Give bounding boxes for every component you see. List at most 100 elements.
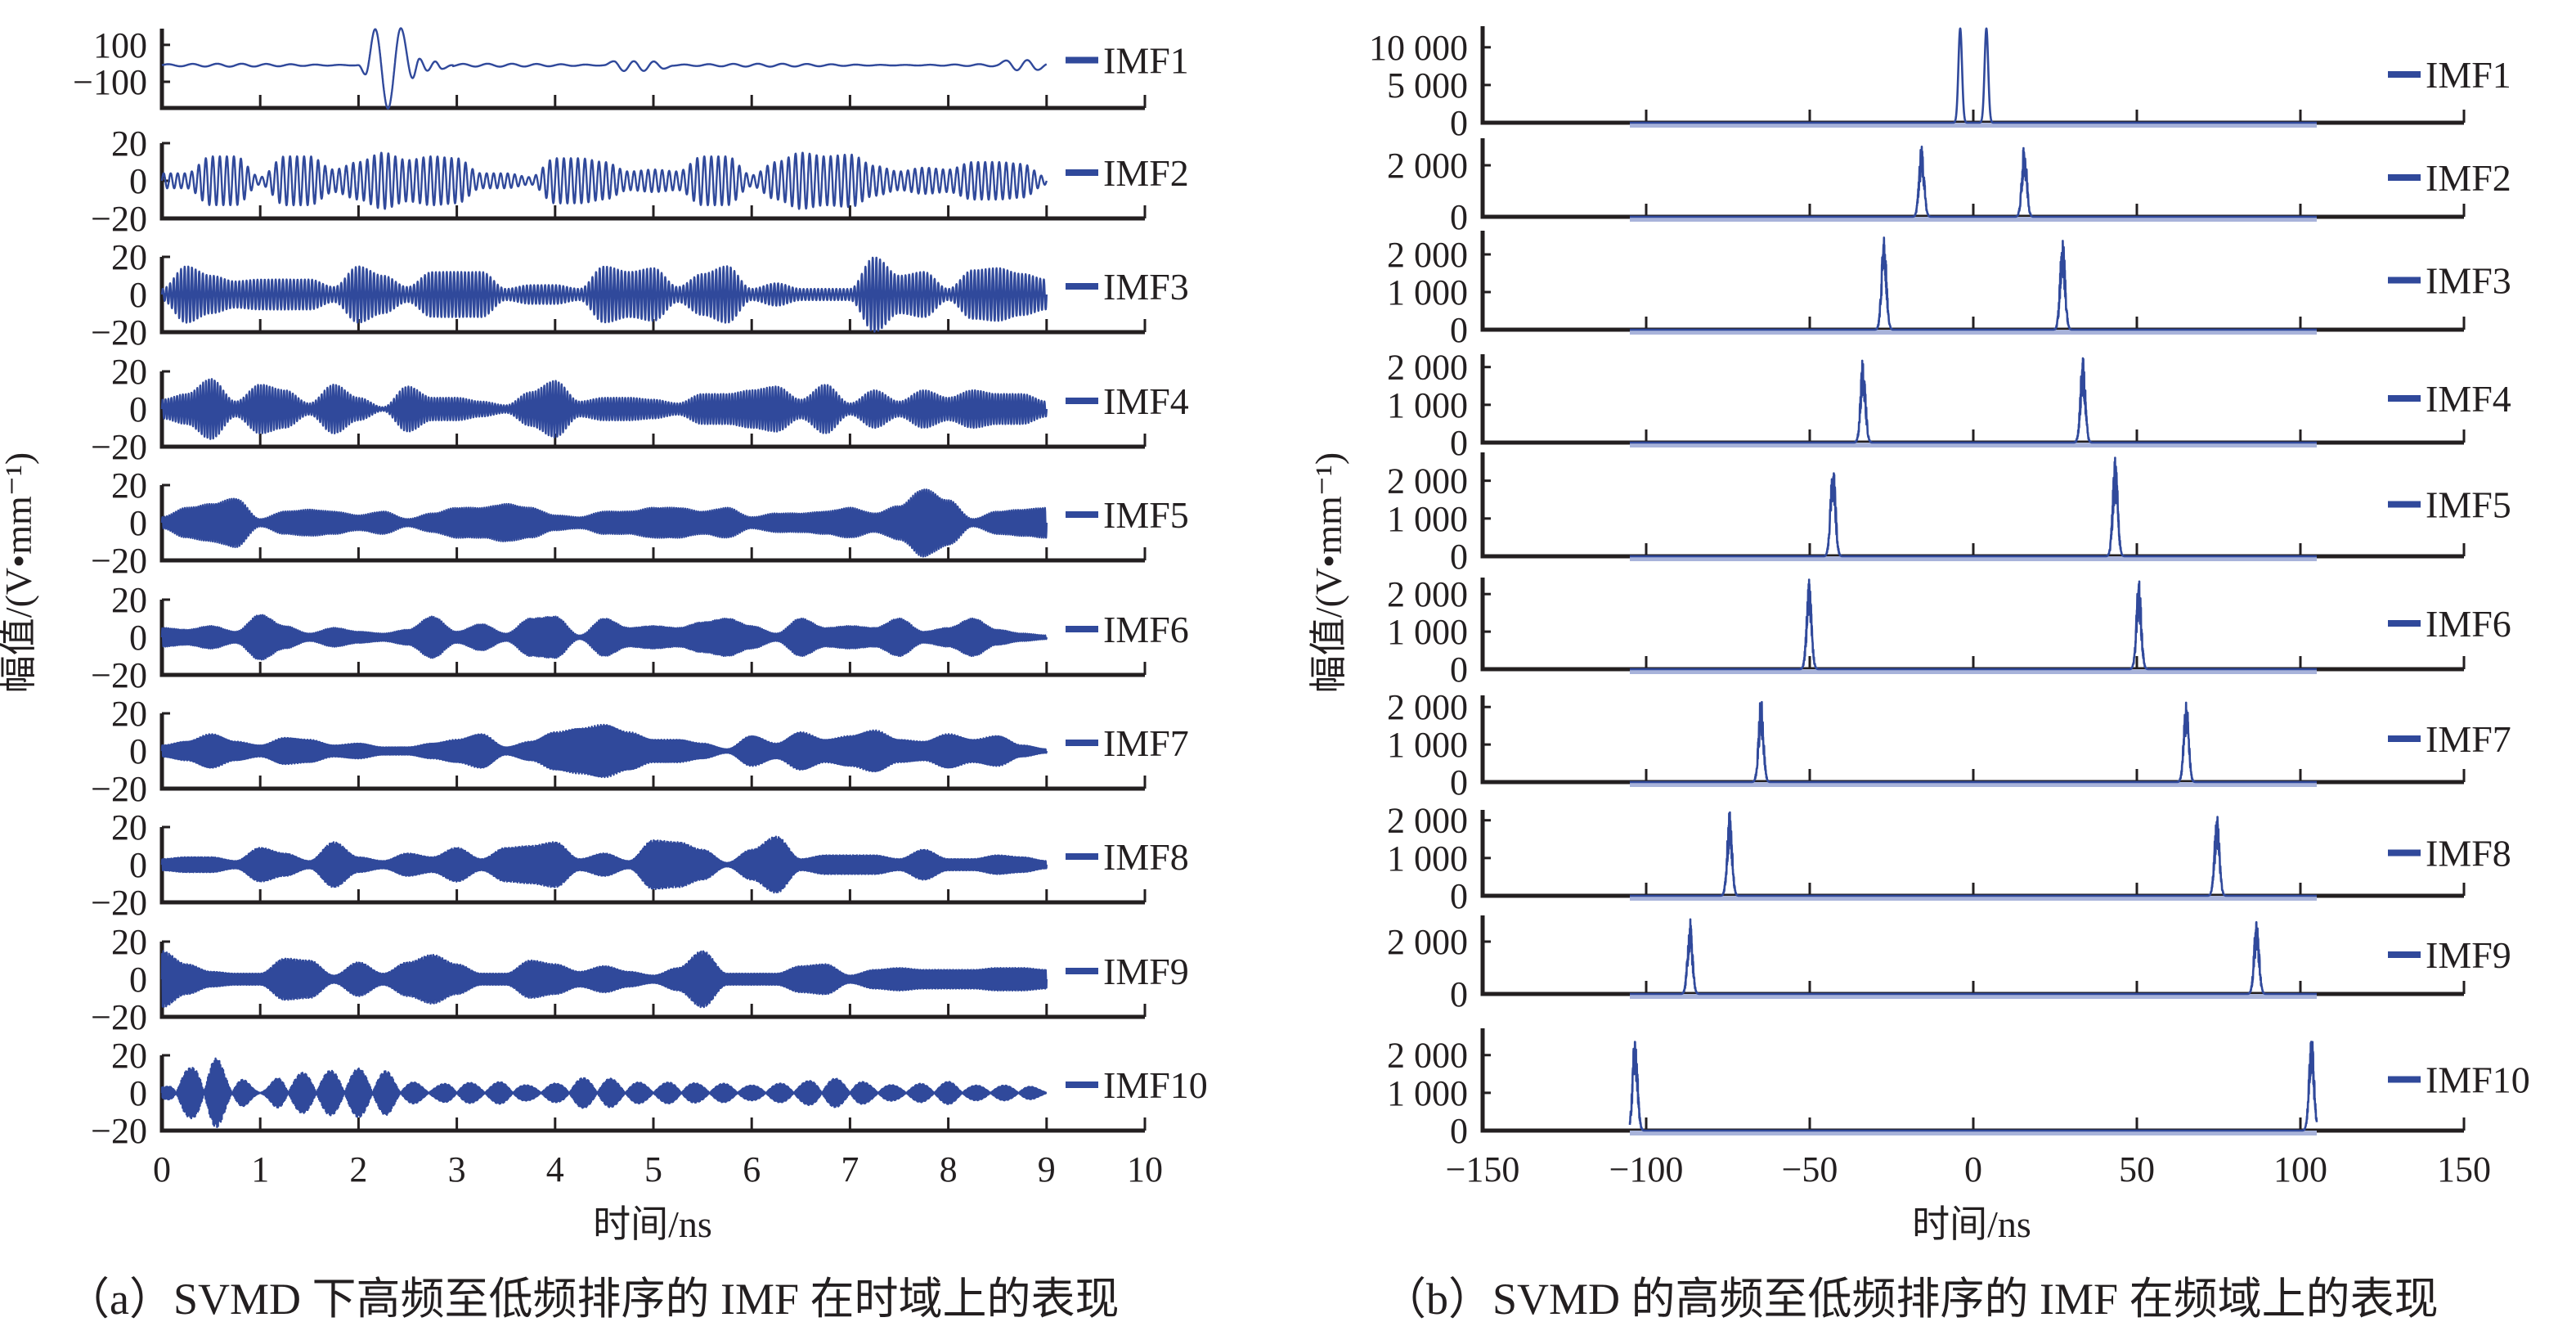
caption-b: （b）SVMD 的高频至低频排序的 IMF 在频域上的表现 xyxy=(1382,1275,2439,1324)
legend-label: IMF7 xyxy=(2426,718,2511,760)
series-line-imf2 xyxy=(160,151,1048,210)
y-tick-label: 5 000 xyxy=(1387,65,1468,106)
x-tick-label: 100 xyxy=(2273,1149,2327,1189)
y-tick-label: 0 xyxy=(1450,423,1468,463)
series-line-imf7 xyxy=(160,723,1048,779)
subplot-imf10: 200−20 IMF10 xyxy=(91,1036,1208,1151)
y-tick-label: 0 xyxy=(1450,876,1468,916)
y-tick-label: 20 xyxy=(111,694,147,734)
y-tick-label: 2 000 xyxy=(1387,348,1468,388)
y-tick-label: 20 xyxy=(111,124,147,164)
y-tick-label: 1 000 xyxy=(1387,272,1468,313)
legend-label: IMF9 xyxy=(2426,934,2511,976)
y-tick-label: 0 xyxy=(129,731,147,771)
series-line-imf10 xyxy=(160,1057,1048,1128)
subplot-imf9: 0 2 000 IMF9 xyxy=(1387,915,2511,1014)
y-tick-label: 2 000 xyxy=(1387,922,1468,962)
axis-frame xyxy=(1480,231,2464,332)
series-line-imf4 xyxy=(1628,357,2318,444)
legend-label: IMF1 xyxy=(2426,54,2511,96)
x-tick-label: 4 xyxy=(546,1149,564,1189)
series-line-imf1 xyxy=(161,27,1048,110)
y-tick-label: 20 xyxy=(111,237,147,277)
x-tick-label: 8 xyxy=(940,1149,958,1189)
y-tick-label: 2 000 xyxy=(1387,1036,1468,1076)
y-tick-label: −20 xyxy=(91,655,147,695)
x-tick-label: −100 xyxy=(1609,1149,1684,1189)
y-tick-label: 20 xyxy=(111,580,147,620)
y-tick-label: 0 xyxy=(1450,197,1468,237)
legend-label: IMF2 xyxy=(2426,157,2511,199)
y-tick-label: 1 000 xyxy=(1387,839,1468,879)
y-tick-label: 0 xyxy=(129,960,147,1000)
series-line-imf5 xyxy=(1628,456,2318,558)
y-tick-label: 0 xyxy=(1450,650,1468,690)
series-line-imf4 xyxy=(160,378,1048,440)
y-tick-label: 1 000 xyxy=(1387,385,1468,425)
legend-label: IMF6 xyxy=(1103,609,1189,650)
caption-a: （a）SVMD 下高频至低频排序的 IMF 在时域上的表现 xyxy=(65,1275,1120,1324)
legend-label: IMF7 xyxy=(1103,722,1189,764)
y-tick-label: 20 xyxy=(111,352,147,392)
x-tick-label: 2 xyxy=(349,1149,367,1189)
legend-label: IMF8 xyxy=(1103,836,1189,878)
y-tick-label: 20 xyxy=(111,807,147,848)
y-tick-label: −100 xyxy=(73,62,147,102)
y-tick-label: −20 xyxy=(91,997,147,1037)
y-tick-label: 0 xyxy=(129,618,147,658)
time-domain-ylabel: 幅值/(V•mm⁻¹) xyxy=(0,452,39,693)
subplot-imf7: 200−20 IMF7 xyxy=(91,694,1189,809)
y-tick-label: 0 xyxy=(129,275,147,315)
y-tick-label: −20 xyxy=(91,769,147,809)
subplot-imf4: 200−20 IMF4 xyxy=(91,352,1189,467)
y-tick-label: 0 xyxy=(1450,762,1468,803)
legend-label: IMF8 xyxy=(2426,833,2511,875)
x-tick-label: 150 xyxy=(2437,1149,2491,1189)
y-tick-label: 0 xyxy=(1450,537,1468,577)
axis-frame xyxy=(1480,578,2464,672)
series-line-imf5 xyxy=(160,488,1048,558)
y-tick-label: 0 xyxy=(1450,1111,1468,1151)
x-tick-label: −50 xyxy=(1782,1149,1838,1189)
y-tick-label: 2 000 xyxy=(1387,146,1468,186)
legend-label: IMF9 xyxy=(1103,951,1189,992)
y-tick-label: 0 xyxy=(129,1073,147,1113)
y-tick-label: −20 xyxy=(91,199,147,239)
y-tick-label: 2 000 xyxy=(1387,687,1468,727)
axis-frame xyxy=(1480,452,2464,559)
legend-label: IMF5 xyxy=(2426,484,2511,526)
y-tick-label: −20 xyxy=(91,427,147,467)
series-line-imf9 xyxy=(1628,918,2318,996)
series-line-imf6 xyxy=(1628,578,2318,671)
legend-label: IMF3 xyxy=(2426,260,2511,302)
legend-label: IMF10 xyxy=(1103,1064,1208,1106)
subplot-imf3: 200−20 IMF3 xyxy=(91,237,1189,353)
y-tick-label: 2 000 xyxy=(1387,235,1468,275)
subplot-imf1: 100−100 IMF1 xyxy=(73,25,1189,110)
y-tick-label: −20 xyxy=(91,313,147,353)
axis-frame xyxy=(1480,26,2464,125)
x-tick-label: 9 xyxy=(1038,1149,1056,1189)
x-tick-label: 5 xyxy=(644,1149,662,1189)
series-line-imf8 xyxy=(1628,811,2318,897)
y-tick-label: 1 000 xyxy=(1387,612,1468,652)
series-line-imf2 xyxy=(1628,146,2318,218)
y-tick-label: 0 xyxy=(129,845,147,885)
freq-domain-xlabel: 时间/ns xyxy=(1912,1203,2031,1245)
y-tick-label: 2 000 xyxy=(1387,801,1468,841)
legend-label: IMF4 xyxy=(1103,380,1189,422)
x-tick-label: 6 xyxy=(743,1149,761,1189)
y-tick-label: −20 xyxy=(91,1111,147,1151)
y-tick-label: 0 xyxy=(1450,103,1468,143)
x-tick-label: 3 xyxy=(448,1149,466,1189)
y-tick-label: 0 xyxy=(129,503,147,543)
subplot-imf6: 200−20 IMF6 xyxy=(91,580,1189,695)
y-tick-label: −20 xyxy=(91,541,147,581)
legend-label: IMF6 xyxy=(2426,603,2511,645)
y-tick-label: 1 000 xyxy=(1387,499,1468,539)
